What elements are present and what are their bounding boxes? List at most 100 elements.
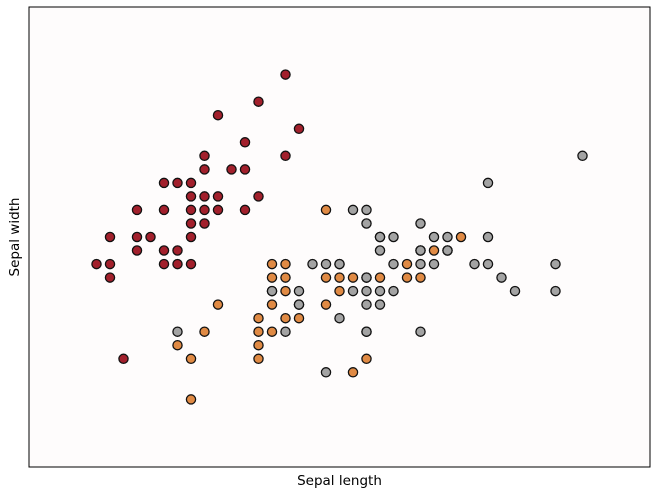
scatter-point-series-3-18 <box>361 204 372 216</box>
scatter-point-series-1-39 <box>293 123 305 135</box>
scatter-point-series-3-41 <box>550 258 561 270</box>
scatter-point-series-3-5 <box>293 285 305 297</box>
scatter-point-series-3-31 <box>428 231 440 243</box>
scatter-point-series-1-7 <box>131 231 143 243</box>
scatter-point-series-1-23 <box>199 218 210 229</box>
scatter-point-series-2-9 <box>253 312 264 324</box>
scatter-point-series-1-15 <box>172 245 183 256</box>
scatter-point-series-2-32 <box>374 272 386 283</box>
scatter-point-series-1-17 <box>185 258 197 270</box>
scatter-point-series-2-1 <box>172 339 183 351</box>
scatter-point-series-2-40 <box>455 231 467 243</box>
scatter-point-series-3-15 <box>361 285 372 297</box>
scatter-point-series-3-23 <box>388 285 399 297</box>
scatter-point-series-3-30 <box>428 258 440 270</box>
scatter-point-series-2-38 <box>428 245 440 256</box>
scatter-point-series-3-33 <box>442 231 453 243</box>
scatter-point-series-2-11 <box>266 299 278 310</box>
scatter-point-series-2-23 <box>320 204 332 216</box>
scatter-point-series-1-10 <box>158 258 170 270</box>
scatter-point-series-2-19 <box>293 312 305 324</box>
scatter-point-series-1-14 <box>172 258 183 270</box>
scatter-point-series-2-14 <box>266 258 278 270</box>
scatter-point-series-1-6 <box>131 245 143 256</box>
scatter-point-series-3-26 <box>415 326 426 337</box>
scatter-point-series-3-4 <box>293 299 305 310</box>
scatter-point-series-1-9 <box>145 231 156 243</box>
scatter-point-series-3-19 <box>374 299 386 310</box>
scatter-point-series-1-30 <box>212 109 224 121</box>
scatter-point-series-3-39 <box>509 285 521 297</box>
scatter-point-series-3-9 <box>334 312 345 324</box>
scatter-point-series-3-22 <box>374 231 386 243</box>
scatter-point-series-3-2 <box>266 285 278 297</box>
scatter-point-series-2-5 <box>212 299 224 310</box>
scatter-point-series-1-37 <box>280 150 291 162</box>
scatter-point-series-3-11 <box>347 285 359 297</box>
scatter-point-series-3-35 <box>482 258 494 270</box>
y-axis-label: Sepal width <box>7 198 23 277</box>
scatter-point-series-3-40 <box>550 285 561 297</box>
scatter-point-series-1-25 <box>199 191 210 202</box>
scatter-point-series-1-8 <box>131 204 143 216</box>
scatter-point-series-1-22 <box>185 177 197 189</box>
scatter-point-series-3-20 <box>374 285 386 297</box>
scatter-point-series-3-36 <box>482 231 494 243</box>
scatter-point-series-3-38 <box>496 272 507 283</box>
scatter-point-series-3-7 <box>320 367 332 378</box>
scatter-point-series-2-25 <box>334 272 345 283</box>
scatter-point-series-2-10 <box>266 326 278 337</box>
scatter-point-series-3-28 <box>415 245 426 256</box>
scatter-point-series-2-6 <box>253 353 264 365</box>
scatter-point-series-3-14 <box>361 299 372 310</box>
scatter-point-series-3-13 <box>361 326 372 337</box>
scatter-point-series-1-35 <box>253 191 264 202</box>
scatter-point-series-3-32 <box>442 245 453 256</box>
scatter-point-series-1-20 <box>185 204 197 216</box>
scatter-point-series-3-16 <box>361 272 372 283</box>
scatter-point-series-3-17 <box>361 218 372 229</box>
scatter-point-series-3-34 <box>469 258 480 270</box>
scatter-point-series-1-36 <box>253 96 264 107</box>
scatter-point-series-2-16 <box>280 285 291 297</box>
scatter-point-series-2-28 <box>347 272 359 283</box>
scatter-point-series-2-24 <box>334 285 345 297</box>
scatter-point-series-3-25 <box>388 231 399 243</box>
scatter-point-series-2-4 <box>199 326 210 337</box>
scatter-point-series-1-26 <box>199 164 210 175</box>
scatter-point-series-1-38 <box>280 69 291 80</box>
scatter-point-series-3-24 <box>388 258 399 270</box>
scatter-point-series-3-10 <box>334 258 345 270</box>
scatter-point-series-1-24 <box>199 204 210 216</box>
scatter-point-series-2-18 <box>280 258 291 270</box>
scatter-point-series-1-4 <box>104 231 116 243</box>
scatter-point-series-2-13 <box>266 272 278 283</box>
points-layer <box>91 69 588 405</box>
scatter-point-series-3-1 <box>172 326 183 337</box>
scatter-point-series-1-31 <box>226 164 237 175</box>
scatter-point-series-2-15 <box>280 312 291 324</box>
scatter-point-series-3-29 <box>415 218 426 229</box>
scatter-point-series-2-17 <box>280 272 291 283</box>
scatter-point-series-2-34 <box>401 272 413 283</box>
scatter-point-series-1-3 <box>104 258 116 270</box>
scatter-point-series-1-27 <box>199 150 210 162</box>
scatter-point-series-3-27 <box>415 258 426 270</box>
x-axis-label: Sepal length <box>297 473 382 489</box>
scatter-point-series-1-5 <box>118 353 129 365</box>
scatter-point-series-2-8 <box>253 326 264 337</box>
scatter-point-series-1-18 <box>185 231 197 243</box>
scatter-point-series-1-19 <box>185 218 197 229</box>
scatter-point-series-3-8 <box>320 258 332 270</box>
scatter-point-series-1-2 <box>104 272 116 283</box>
scatter-point-series-3-21 <box>374 245 386 256</box>
scatter-point-series-1-12 <box>158 204 170 216</box>
scatter-point-series-2-7 <box>253 339 264 351</box>
plot-area <box>28 6 651 468</box>
scatter-point-series-1-11 <box>158 245 170 256</box>
scatter-point-series-1-33 <box>239 164 251 175</box>
scatter-point-series-1-13 <box>158 177 170 189</box>
scatter-point-series-1-29 <box>212 191 224 202</box>
scatter-point-series-2-3 <box>185 353 197 365</box>
